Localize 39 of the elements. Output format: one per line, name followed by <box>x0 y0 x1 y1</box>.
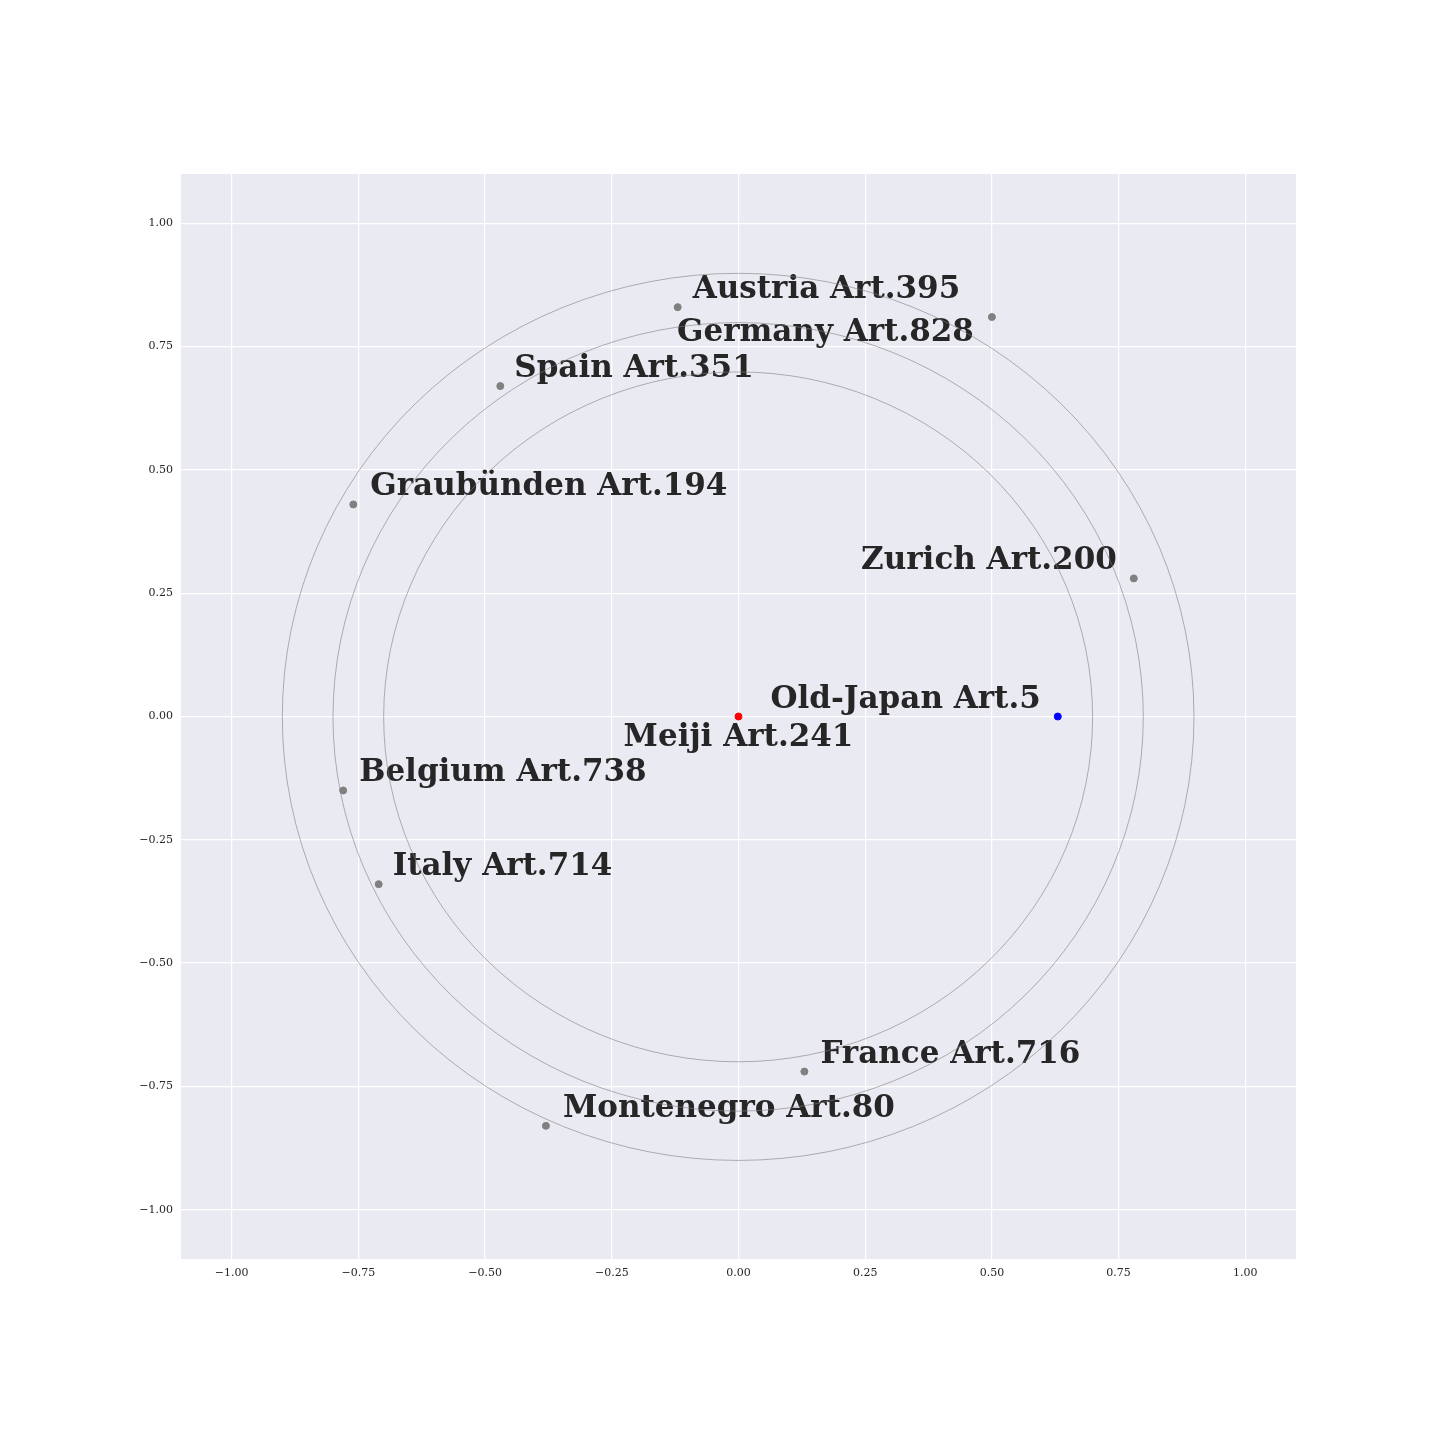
y-tick-label: 0.00 <box>148 709 173 723</box>
y-tick-label: 0.50 <box>148 462 173 476</box>
point <box>374 880 383 889</box>
data-label: Germany Art.828 <box>676 312 974 349</box>
data-label: Austria Art.395 <box>691 269 961 306</box>
point <box>800 1067 809 1076</box>
y-tick-label: −0.75 <box>139 1079 173 1093</box>
x-tick-label: 0.00 <box>726 1266 751 1280</box>
y-tick-label: 1.00 <box>148 216 173 230</box>
point <box>1129 574 1138 583</box>
point <box>673 303 682 312</box>
x-tick-label: −0.75 <box>341 1266 376 1280</box>
data-label: Zurich Art.200 <box>861 540 1117 577</box>
data-label: Belgium Art.738 <box>359 752 647 789</box>
data-label: Old-Japan Art.5 <box>770 678 1041 715</box>
x-tick-label: 0.25 <box>852 1266 878 1280</box>
point <box>1053 712 1062 721</box>
y-tick-label: 0.25 <box>148 586 173 600</box>
y-tick-label: −1.00 <box>139 1202 173 1216</box>
x-tick-label: −0.25 <box>594 1266 629 1280</box>
x-tick-label: −1.00 <box>214 1266 249 1280</box>
point <box>339 786 348 795</box>
data-label: Meiji Art.241 <box>623 716 854 753</box>
x-tick-label: 1.00 <box>1233 1266 1258 1280</box>
point <box>496 382 505 391</box>
point <box>349 500 358 509</box>
y-tick-label: −0.50 <box>139 955 173 969</box>
point <box>541 1121 550 1130</box>
data-label: Graubünden Art.194 <box>370 466 728 503</box>
data-label: France Art.716 <box>820 1033 1081 1070</box>
x-tick-label: 0.75 <box>1106 1266 1131 1280</box>
x-tick-label: −0.50 <box>468 1266 502 1280</box>
x-tick-label: 0.50 <box>979 1266 1005 1280</box>
y-tick-label: −0.25 <box>139 832 173 846</box>
y-tick-label: 0.75 <box>148 339 173 353</box>
point <box>987 313 996 322</box>
data-label: Spain Art.351 <box>514 348 754 385</box>
data-label: Italy Art.714 <box>392 846 613 883</box>
data-label: Montenegro Art.80 <box>562 1087 895 1124</box>
